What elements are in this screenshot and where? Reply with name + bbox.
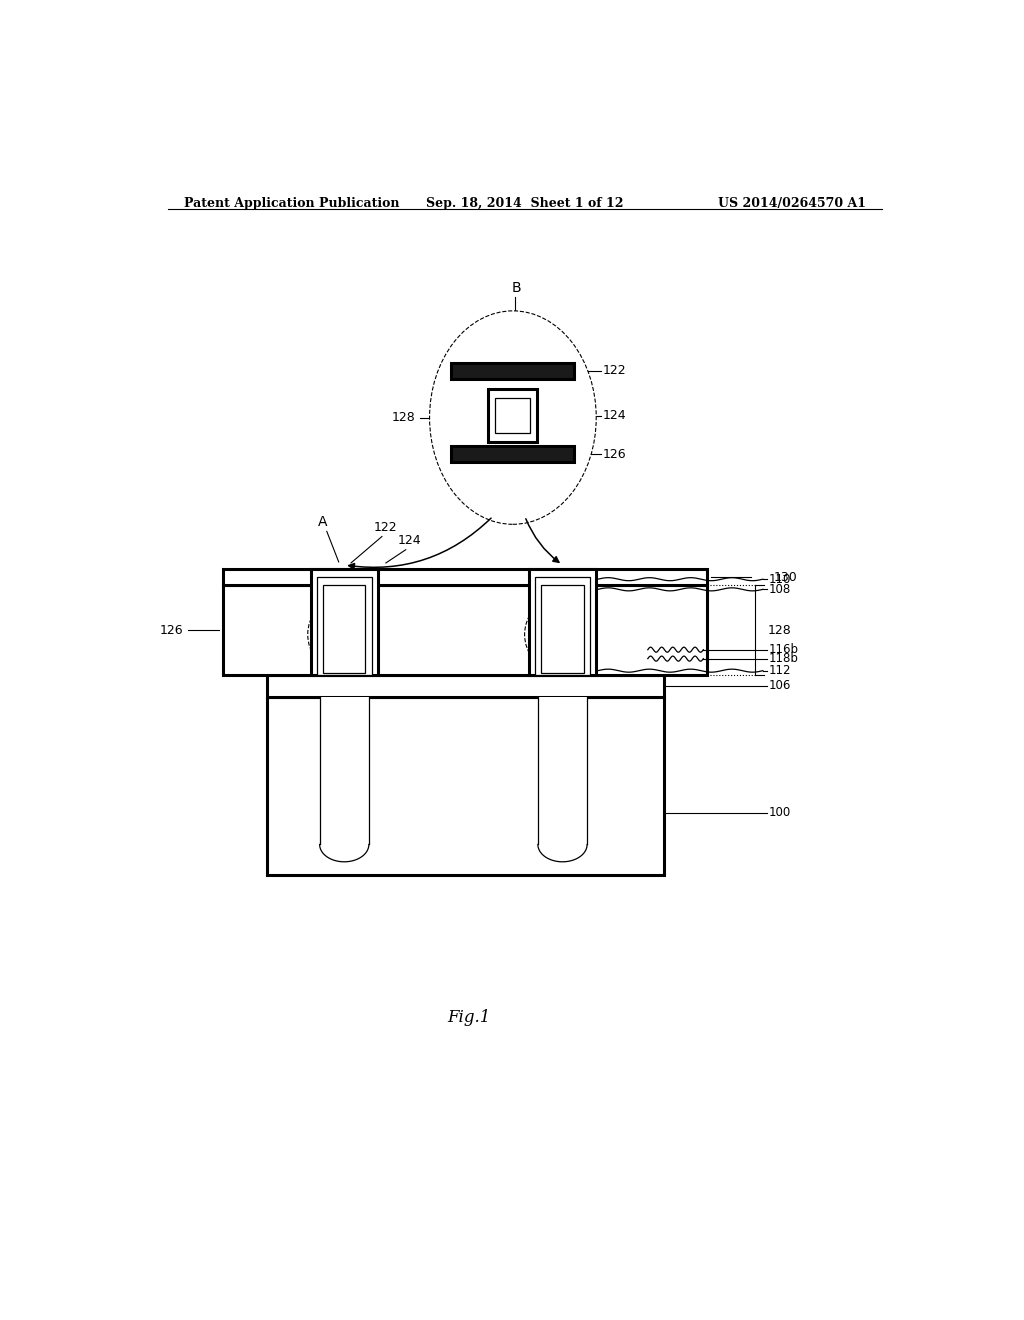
Text: Patent Application Publication: Patent Application Publication — [183, 197, 399, 210]
Bar — [496, 399, 530, 433]
Text: 128: 128 — [768, 623, 792, 636]
Bar — [488, 389, 538, 442]
Text: A: A — [318, 515, 328, 529]
Bar — [223, 569, 708, 585]
Text: 108: 108 — [768, 583, 791, 595]
Text: 122: 122 — [602, 364, 626, 378]
Text: Sep. 18, 2014  Sheet 1 of 12: Sep. 18, 2014 Sheet 1 of 12 — [426, 197, 624, 210]
Bar — [267, 675, 664, 697]
Text: 110: 110 — [768, 573, 791, 586]
Circle shape — [430, 312, 596, 524]
Text: 124: 124 — [602, 409, 626, 422]
Bar — [223, 585, 708, 675]
Bar — [528, 569, 596, 675]
Bar — [319, 697, 369, 845]
Bar — [452, 446, 574, 462]
FancyArrowPatch shape — [349, 519, 492, 569]
Text: 118b: 118b — [768, 652, 799, 665]
Text: 128: 128 — [392, 411, 416, 424]
Bar — [310, 569, 378, 675]
Bar — [267, 697, 664, 875]
Text: 106: 106 — [768, 680, 791, 693]
Bar — [538, 697, 587, 845]
Text: 124: 124 — [398, 533, 422, 546]
Text: B: B — [512, 281, 521, 294]
Bar — [324, 585, 366, 673]
Bar — [536, 577, 590, 675]
Text: US 2014/0264570 A1: US 2014/0264570 A1 — [718, 197, 866, 210]
Bar — [316, 577, 372, 675]
Text: 126: 126 — [602, 447, 626, 461]
Text: 122: 122 — [374, 521, 397, 535]
Text: 126: 126 — [160, 623, 183, 636]
Text: 130: 130 — [773, 570, 797, 583]
Bar — [542, 585, 584, 673]
Text: 116b: 116b — [768, 643, 799, 656]
Text: 112: 112 — [768, 664, 791, 677]
Bar — [452, 363, 574, 379]
Text: 100: 100 — [768, 807, 791, 820]
FancyArrowPatch shape — [526, 519, 559, 562]
Text: Fig.1: Fig.1 — [447, 1008, 490, 1026]
